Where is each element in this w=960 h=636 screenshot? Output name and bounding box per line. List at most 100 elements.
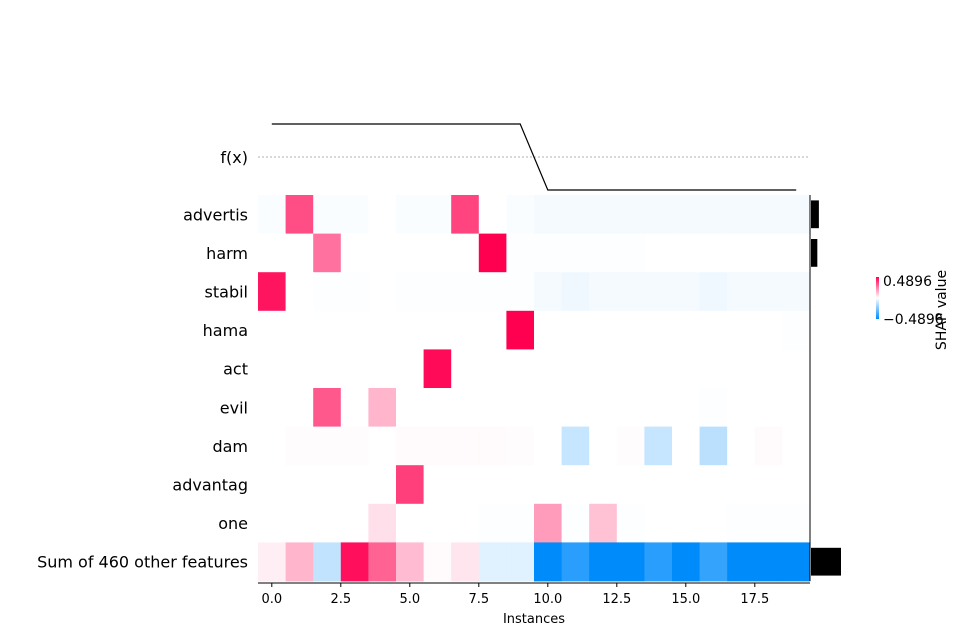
heat-cell bbox=[672, 310, 700, 350]
heat-cell bbox=[313, 388, 342, 427]
heat-cell bbox=[589, 272, 618, 312]
heat-cell bbox=[672, 272, 700, 312]
heat-cell bbox=[451, 465, 480, 505]
heat-cell bbox=[478, 349, 507, 389]
heat-cell bbox=[340, 388, 369, 427]
feature-label: advantag bbox=[172, 476, 248, 495]
heat-cell bbox=[368, 349, 397, 389]
fx-label: f(x) bbox=[220, 148, 248, 167]
heat-cell bbox=[782, 233, 811, 273]
heatmap-cells bbox=[258, 195, 811, 582]
heat-cell bbox=[258, 542, 286, 582]
heat-cell bbox=[313, 465, 342, 505]
heat-cell bbox=[589, 542, 618, 582]
heat-cell bbox=[589, 233, 618, 273]
heat-cell bbox=[616, 349, 645, 389]
heat-cell bbox=[672, 465, 700, 505]
colorbar bbox=[876, 277, 879, 319]
heat-cell bbox=[727, 349, 756, 389]
heat-cell bbox=[506, 272, 535, 312]
heat-cell bbox=[285, 426, 314, 466]
heat-cell bbox=[672, 349, 700, 389]
heat-cell bbox=[644, 542, 673, 582]
heat-cell bbox=[782, 465, 811, 505]
heat-cell bbox=[313, 310, 342, 350]
heat-cell bbox=[699, 349, 728, 389]
heat-cell bbox=[616, 426, 645, 466]
heat-cell bbox=[616, 195, 645, 234]
x-axis-label: Instances bbox=[503, 612, 565, 627]
heat-cell bbox=[340, 272, 369, 312]
heat-cell bbox=[285, 542, 314, 582]
heat-cell bbox=[396, 426, 424, 466]
heat-cell bbox=[699, 426, 728, 466]
heat-cell bbox=[644, 349, 673, 389]
heat-cell bbox=[478, 426, 507, 466]
heat-cell bbox=[589, 310, 618, 350]
heat-cell bbox=[340, 233, 369, 273]
heat-cell bbox=[506, 465, 535, 505]
heat-cell bbox=[340, 542, 369, 582]
heat-cell bbox=[258, 310, 286, 350]
heat-cell bbox=[396, 465, 424, 505]
heat-cell bbox=[589, 426, 618, 466]
heat-cell bbox=[368, 272, 397, 312]
heat-cell bbox=[423, 388, 452, 427]
heat-cell bbox=[616, 233, 645, 273]
heat-cell bbox=[561, 426, 590, 466]
heat-cell bbox=[368, 465, 397, 505]
heat-cell bbox=[478, 503, 507, 543]
heat-cell bbox=[754, 542, 783, 582]
heat-cell bbox=[699, 233, 728, 273]
x-tick-label: 7.5 bbox=[468, 592, 489, 607]
heat-cell bbox=[644, 388, 673, 427]
heat-cell bbox=[727, 542, 756, 582]
heat-cell bbox=[506, 195, 535, 234]
heat-cell bbox=[699, 195, 728, 234]
heat-cell bbox=[285, 195, 314, 234]
heat-cell bbox=[506, 349, 535, 389]
heat-cell bbox=[534, 310, 562, 350]
heat-cell bbox=[396, 503, 424, 543]
x-tick-label: 0.0 bbox=[261, 592, 282, 607]
heat-cell bbox=[423, 195, 452, 234]
heat-cell bbox=[506, 310, 535, 350]
heat-cell bbox=[727, 465, 756, 505]
heat-cell bbox=[340, 310, 369, 350]
heat-cell bbox=[782, 195, 811, 234]
feature-label: evil bbox=[220, 398, 248, 417]
heat-cell bbox=[589, 349, 618, 389]
heat-cell bbox=[451, 542, 480, 582]
heat-cell bbox=[258, 349, 286, 389]
heat-cell bbox=[782, 426, 811, 466]
heat-cell bbox=[396, 542, 424, 582]
heat-cell bbox=[699, 503, 728, 543]
heat-cell bbox=[589, 388, 618, 427]
heat-cell bbox=[313, 272, 342, 312]
heat-cell bbox=[534, 233, 562, 273]
heat-cell bbox=[285, 310, 314, 350]
heat-cell bbox=[478, 195, 507, 234]
x-tick-label: 15.0 bbox=[671, 592, 700, 607]
heat-cell bbox=[451, 272, 480, 312]
heat-cell bbox=[340, 503, 369, 543]
heat-cell bbox=[782, 272, 811, 312]
heat-cell bbox=[368, 542, 397, 582]
heat-cell bbox=[699, 310, 728, 350]
heat-cell bbox=[754, 388, 783, 427]
heat-cell bbox=[285, 272, 314, 312]
heat-cell bbox=[672, 233, 700, 273]
heat-cell bbox=[754, 233, 783, 273]
importance-bar bbox=[811, 200, 819, 229]
heat-cell bbox=[561, 272, 590, 312]
heat-cell bbox=[534, 426, 562, 466]
heat-cell bbox=[672, 503, 700, 543]
heat-cell bbox=[396, 233, 424, 273]
heat-cell bbox=[396, 272, 424, 312]
heat-cell bbox=[478, 388, 507, 427]
heat-cell bbox=[534, 349, 562, 389]
colorbar-min-label: −0.4896 bbox=[883, 312, 944, 328]
heat-cell bbox=[754, 426, 783, 466]
heat-cell bbox=[451, 349, 480, 389]
heat-cell bbox=[589, 465, 618, 505]
